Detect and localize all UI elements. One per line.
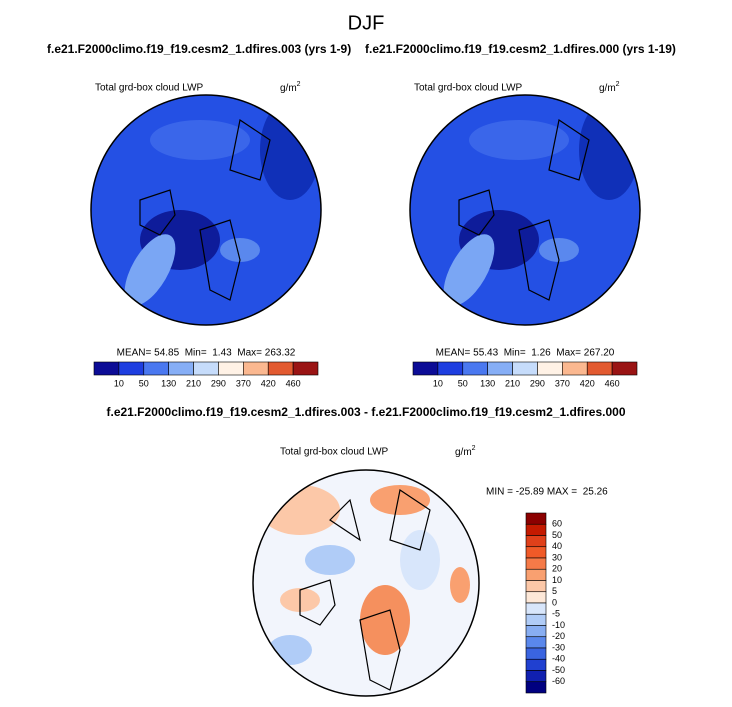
colorbar-box [525,568,547,581]
colorbar-label: 460 [605,378,620,388]
colorbar-label: 0 [552,597,557,607]
colorbar-label: 370 [555,378,570,388]
units-sup: 2 [297,81,301,88]
colorbar-box [525,625,547,638]
colorbar-label: 60 [552,519,562,529]
colorbar-label: 460 [286,378,301,388]
units: g/m2 [599,81,620,94]
colorbar-box [487,361,513,376]
colorbar-box [525,658,547,671]
colorbar-label: 130 [480,378,495,388]
difference-heading: f.e21.F2000climo.f19_f19.cesm2_1.dfires.… [107,405,626,419]
units-base: g/m [599,83,616,94]
map-right [410,95,640,325]
variable-name: Total grd-box cloud LWP [280,447,389,458]
colorbar-label: 50 [458,378,468,388]
colorbar-box [218,361,244,376]
colorbar-box [412,361,439,376]
colorbar-label: -50 [552,665,565,675]
colorbar-box [611,361,638,376]
colorbar-label: 5 [552,586,557,596]
colorbar-label: 420 [261,378,276,388]
colorbar-box [512,361,538,376]
colorbar-box [525,636,547,649]
colorbar-box [462,361,488,376]
stats: MEAN= 55.43 Min= 1.26 Max= 267.20 [436,348,615,359]
panel-heading: f.e21.F2000climo.f19_f19.cesm2_1.dfires.… [365,42,676,56]
units-base: g/m [455,447,472,458]
figure-title: DJF [348,12,385,34]
colorbar-label: 20 [552,564,562,574]
colorbar-label: 210 [505,378,520,388]
colorbar-label: 10 [114,378,124,388]
colorbar-box [525,580,547,593]
colorbar-box [525,670,547,683]
colorbar-box [525,602,547,615]
colorbar-label: 10 [433,378,443,388]
colorbar-label: 30 [552,552,562,562]
colorbar-box [525,546,547,559]
colorbar-box [525,557,547,570]
map-border [90,94,322,326]
colorbar-label: -10 [552,620,565,630]
colorbar-label: 420 [580,378,595,388]
colorbar-label: -5 [552,609,560,619]
colorbar-box [562,361,588,376]
colorbar-box [118,361,145,376]
stats: MIN = -25.89 MAX = 25.26 [486,487,608,498]
map-difference [253,470,479,696]
stats: MEAN= 54.85 Min= 1.43 Max= 263.32 [117,348,296,359]
map-border [252,469,480,697]
units: g/m2 [280,81,301,94]
colorbar-label: 50 [552,530,562,540]
colorbar-label: 10 [552,575,562,585]
colorbar-label: 290 [211,378,226,388]
colorbar-box [525,535,547,548]
colorbar-label: 130 [161,378,176,388]
map-border [409,94,641,326]
colorbar-label: -60 [552,676,565,686]
colorbar-box [168,361,194,376]
variable-name: Total grd-box cloud LWP [95,83,204,94]
colorbar-label: 50 [139,378,149,388]
colorbar-label: 290 [530,378,545,388]
units-sup: 2 [472,445,476,452]
colorbar-box [537,361,563,376]
units-base: g/m [280,83,297,94]
units: g/m2 [455,445,476,458]
colorbar-box [525,681,547,694]
colorbar-box [193,361,219,376]
colorbar-box [525,523,547,536]
colorbar-box [437,361,464,376]
colorbar-box [525,613,547,626]
colorbar-label: -30 [552,642,565,652]
units-sup: 2 [616,81,620,88]
colorbar-box [525,647,547,660]
colorbar-box [586,361,613,376]
panel-heading: f.e21.F2000climo.f19_f19.cesm2_1.dfires.… [47,42,351,56]
colorbar-box [292,361,319,376]
colorbar-box [93,361,120,376]
colorbar-box [267,361,294,376]
colorbar-label: -40 [552,654,565,664]
colorbar-box [525,512,547,525]
colorbar-box [243,361,269,376]
colorbar-label: 210 [186,378,201,388]
colorbar-label: -20 [552,631,565,641]
colorbar-label: 370 [236,378,251,388]
colorbar-box [143,361,169,376]
colorbar-label: 40 [552,541,562,551]
colorbar-box [525,591,547,604]
variable-name: Total grd-box cloud LWP [414,83,523,94]
